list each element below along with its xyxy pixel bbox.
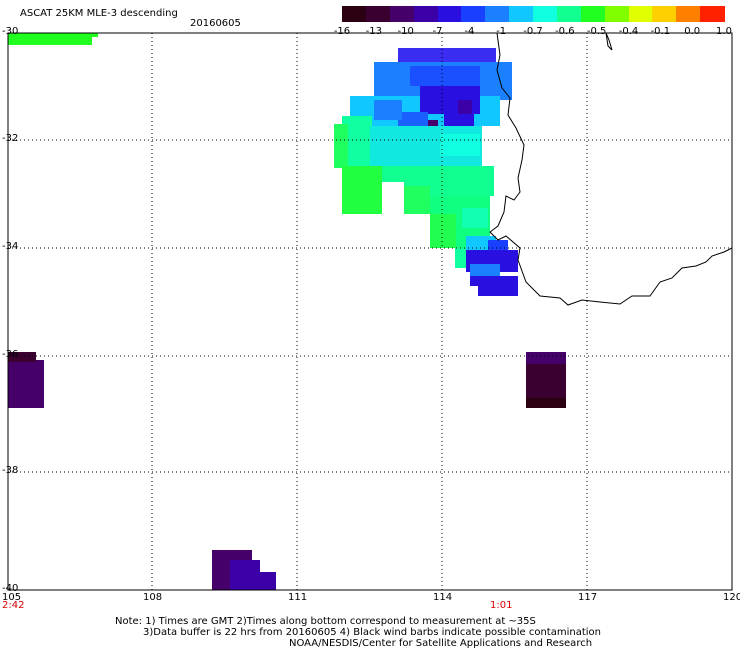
colorbar-label: -10 bbox=[397, 26, 414, 37]
colorbar-swatch bbox=[485, 6, 510, 22]
swath-cells bbox=[8, 33, 566, 590]
swath-cell bbox=[440, 134, 480, 156]
colorbar-label: -4 bbox=[464, 26, 475, 37]
colorbar-label: -0.6 bbox=[555, 26, 575, 37]
colorbar-swatch bbox=[342, 6, 367, 22]
swath-cell bbox=[8, 37, 92, 45]
swath-cell bbox=[458, 100, 472, 114]
colorbar-label: -0.7 bbox=[523, 26, 543, 37]
time-label-mid: 1:01 bbox=[490, 600, 513, 611]
colorbar: -16 -13 -10 -7 -4 -1 -0.7 -0.6 -0.5 -0.4 -0.1 0.0 1.… bbox=[334, 6, 732, 46]
colorbar-swatch bbox=[604, 6, 629, 22]
colorbar-label: -0.1 bbox=[650, 26, 671, 37]
swath-cell bbox=[404, 186, 430, 214]
colorbar-swatch bbox=[413, 6, 438, 22]
lon-tick-label: 117 bbox=[578, 592, 598, 603]
lon-tick-label: 120 bbox=[723, 592, 740, 603]
colorbar-swatch bbox=[652, 6, 677, 22]
colorbar-label: -1 bbox=[496, 26, 507, 37]
coastline bbox=[489, 32, 733, 306]
swath-cell bbox=[462, 208, 488, 228]
lon-tick-label: 114 bbox=[433, 592, 453, 603]
lon-tick-label: 111 bbox=[288, 592, 308, 603]
colorbar-swatch bbox=[628, 6, 653, 22]
colorbar-swatch bbox=[556, 6, 582, 22]
colorbar-label: 1.0 bbox=[716, 26, 732, 37]
colorbar-label: -7 bbox=[432, 26, 443, 37]
swath-cell bbox=[526, 398, 566, 408]
colorbar-swatch bbox=[533, 6, 558, 22]
swath-cell bbox=[526, 352, 566, 364]
lat-tick-label: -38 bbox=[2, 465, 19, 476]
colorbar-swatch bbox=[580, 6, 606, 22]
colorbar-swatch bbox=[389, 6, 415, 22]
colorbar-label: -13 bbox=[365, 26, 382, 37]
colorbar-label: -16 bbox=[333, 26, 351, 37]
map-title: ASCAT 25KM MLE-3 descending bbox=[20, 8, 178, 19]
lon-tick-label: 108 bbox=[143, 592, 163, 603]
swath-cell bbox=[8, 352, 36, 362]
lat-tick-label: -32 bbox=[2, 133, 19, 144]
colorbar-label: -0.5 bbox=[586, 26, 607, 37]
lon-tick-label: 105 bbox=[2, 592, 22, 603]
swath-cell bbox=[36, 360, 44, 408]
swath-cell bbox=[8, 33, 98, 37]
swath-cell bbox=[478, 286, 518, 296]
colorbar-swatch bbox=[700, 6, 725, 22]
swath-cell bbox=[470, 264, 500, 276]
swath-cell bbox=[430, 214, 456, 248]
swath-cell bbox=[334, 124, 348, 168]
grid bbox=[8, 33, 732, 590]
lat-tick-label: -36 bbox=[2, 349, 19, 360]
map-date: 20160605 bbox=[190, 18, 241, 29]
swath-cell bbox=[410, 66, 480, 86]
swath-cell bbox=[398, 48, 496, 66]
time-label-left: 2:42 bbox=[2, 600, 25, 611]
lat-tick-label: -30 bbox=[2, 26, 19, 37]
footer-credit: NOAA/NESDIS/Center for Satellite Applica… bbox=[289, 638, 593, 649]
colorbar-swatch bbox=[509, 6, 534, 22]
colorbar-label: 0.0 bbox=[684, 26, 701, 37]
swath-cell bbox=[382, 166, 404, 182]
colorbar-swatch bbox=[676, 6, 701, 22]
colorbar-swatch bbox=[461, 6, 486, 22]
plot-frame bbox=[7, 32, 733, 591]
colorbar-label: -0.4 bbox=[618, 26, 639, 37]
swath-cell bbox=[470, 276, 518, 286]
swath-cell bbox=[342, 166, 382, 214]
lat-tick-label: -34 bbox=[2, 241, 19, 252]
swath-cell bbox=[374, 100, 402, 120]
colorbar-swatch bbox=[437, 6, 462, 22]
footer-note-2: 3)Data buffer is 22 hrs from 20160605 4)… bbox=[143, 627, 601, 638]
swath-cell bbox=[250, 572, 276, 590]
colorbar-swatch bbox=[365, 6, 391, 22]
coastline-inlet bbox=[605, 32, 613, 51]
swath-cell bbox=[428, 120, 438, 130]
footer-note-1: Note: 1) Times are GMT 2)Times along bot… bbox=[115, 616, 536, 627]
lat-tick-label: -40 bbox=[2, 583, 19, 594]
